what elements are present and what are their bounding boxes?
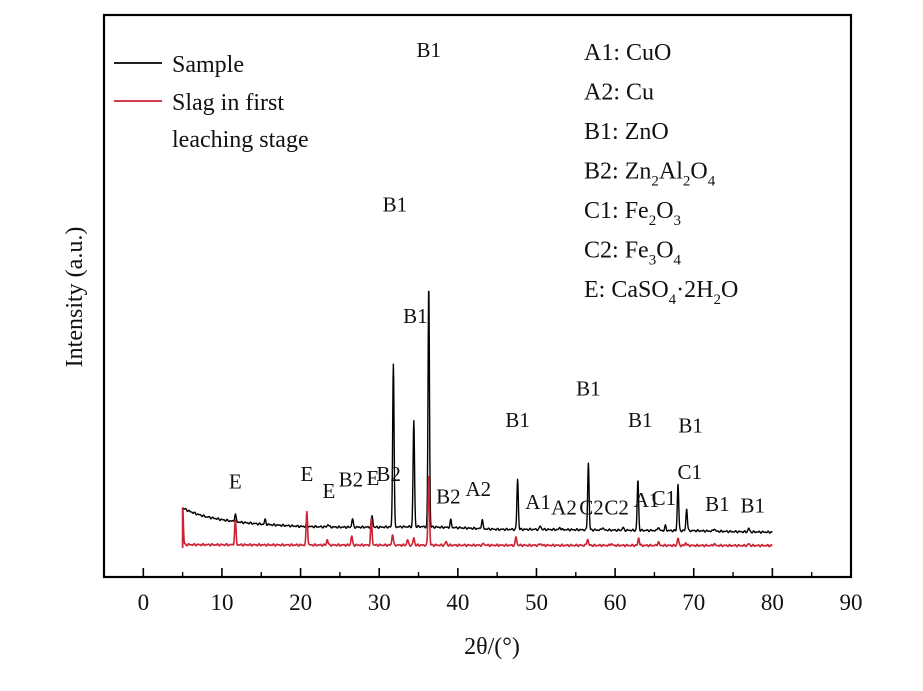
legend-label: Sample (172, 52, 244, 78)
legend-label: Slag in first (172, 90, 284, 116)
peak-label-b1: B1 (678, 414, 703, 438)
peak-label-c2: C2 (579, 496, 604, 520)
phase-key-entry: C1: Fe2O3 (584, 198, 681, 229)
peak-label-b2: B2 (339, 468, 364, 492)
peak-label-b1: B1 (628, 408, 653, 432)
series-sample-line (182, 290, 773, 534)
peak-label-b2: B2 (436, 484, 461, 508)
peak-label-e: E (229, 469, 242, 493)
x-tick-label: 0 (138, 590, 150, 615)
phase-key-entry: B1: ZnO (584, 119, 669, 145)
x-axis-label: 2θ/(°) (464, 634, 520, 660)
x-tick-label: 60 (604, 590, 627, 615)
x-tick-label: 10 (210, 590, 233, 615)
peak-label-a1: A1 (525, 490, 551, 514)
phase-key-entry: B2: Zn2Al2O4 (584, 159, 716, 190)
peak-label-b1: B1 (416, 38, 441, 62)
peak-label-e: E (367, 466, 380, 490)
peak-label-c2: C2 (604, 496, 629, 520)
peak-label-c1: C1 (678, 460, 703, 484)
x-axis-ticks: 0 10 20 30 40 50 60 70 80 90 (138, 568, 863, 615)
peak-label-b1: B1 (740, 494, 765, 518)
plot-frame (102, 13, 853, 579)
peak-label-b1: B1 (403, 304, 428, 328)
peak-label-b1: B1 (383, 192, 408, 216)
legend: Sample Slag in first leaching stage (114, 52, 309, 153)
peak-label-e: E (300, 462, 313, 486)
peak-label-b1: B1 (705, 492, 730, 516)
x-tick-label: 40 (446, 590, 469, 615)
peak-label-a2: A2 (551, 496, 577, 520)
peak-label-e: E (322, 479, 335, 503)
x-tick-label: 70 (682, 590, 705, 615)
series-group (181, 290, 773, 548)
phase-key-entry: A1: CuO (584, 40, 671, 66)
peak-label-c1: C1 (652, 486, 677, 510)
series-slag-line (181, 475, 773, 548)
peak-label-b2: B2 (376, 462, 401, 486)
x-tick-label: 50 (525, 590, 548, 615)
phase-key: A1: CuO A2: Cu B1: ZnO B2: Zn2Al2O4 C1: Fe2O… (584, 40, 738, 308)
phase-key-entry: C2: Fe3O4 (584, 238, 682, 269)
peak-label-a1: A1 (634, 488, 660, 512)
peak-label-a2: A2 (465, 477, 491, 501)
peak-label-b1: B1 (576, 376, 601, 400)
x-tick-label: 80 (761, 590, 784, 615)
legend-label: leaching stage (172, 127, 309, 153)
x-tick-label: 30 (368, 590, 391, 615)
phase-key-entry: A2: Cu (584, 80, 654, 106)
peak-label-b1: B1 (505, 408, 530, 432)
x-tick-label: 20 (289, 590, 312, 615)
x-tick-label: 90 (840, 590, 863, 615)
phase-key-entry: E: CaSO4·2H2O (584, 277, 738, 308)
y-axis-label: Intensity (a.u.) (62, 227, 88, 368)
